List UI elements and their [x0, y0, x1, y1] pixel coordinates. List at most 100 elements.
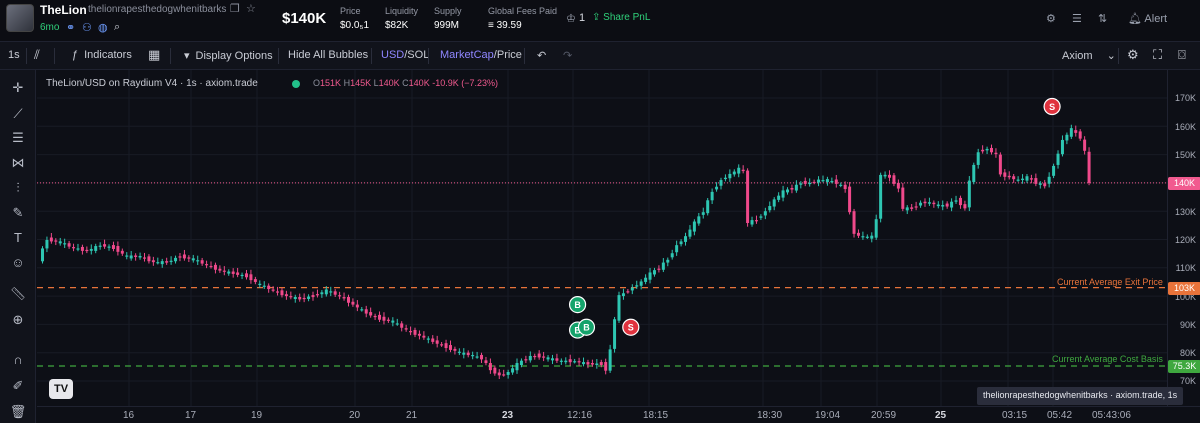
candle-body: [950, 201, 954, 208]
fib-retracement-icon[interactable]: ☰: [12, 130, 24, 145]
sell-bubble: [622, 318, 640, 336]
candle-body: [870, 235, 874, 239]
candle-body: [808, 182, 812, 185]
candle-body: [315, 294, 319, 296]
candle-body: [182, 254, 186, 259]
candle-body: [976, 152, 980, 165]
screenshot-icon[interactable]: ⌼: [1178, 47, 1186, 62]
candle-body: [311, 295, 315, 298]
ohlc-high: 145K: [350, 78, 372, 88]
toolbar-divider: [54, 48, 55, 64]
settings-icon[interactable]: ⚙: [1046, 13, 1056, 25]
candle-body: [382, 316, 386, 321]
theme-select[interactable]: Axiom ⌄: [1062, 49, 1116, 62]
candle-body: [577, 361, 581, 363]
price-scale[interactable]: 170K 160K 150K 130K 120K 110K 100K 90K 8…: [1167, 70, 1200, 406]
mcap-toggle[interactable]: MarketCap/Price: [440, 49, 522, 61]
currency-toggle[interactable]: USD/SOL: [381, 49, 430, 61]
candle-body: [267, 285, 271, 290]
candle-body: [830, 180, 834, 183]
stat-liquidity-value: $82K: [385, 20, 409, 31]
token-header: TheLion thelionrapesthedogwhenitbarks ❐ …: [0, 0, 1200, 42]
candle-body: [511, 368, 515, 373]
redo-icon[interactable]: ↷: [563, 50, 573, 62]
lock-drawings-icon[interactable]: ✐: [12, 378, 24, 393]
tradingview-logo[interactable]: TV: [49, 379, 73, 399]
candle-body: [413, 329, 417, 335]
candle-body: [307, 296, 311, 299]
trendline-icon[interactable]: ⟋: [13, 106, 23, 121]
candle-body: [692, 221, 696, 232]
list-icon[interactable]: ☰: [1072, 13, 1082, 25]
candle-body: [883, 174, 887, 177]
token-avatar[interactable]: [6, 4, 34, 32]
candle-body: [630, 287, 634, 291]
candle-body: [227, 271, 231, 274]
candle-body: [679, 241, 683, 245]
candle-body: [369, 312, 373, 316]
bubble-label: B: [574, 326, 581, 336]
candle-body: [856, 232, 860, 236]
chart-settings-icon[interactable]: ⚙: [1127, 47, 1139, 62]
display-options-label: Display Options: [195, 50, 273, 62]
watchlist-icon[interactable]: ♔: [566, 13, 576, 25]
indicators-icon: ƒ: [72, 49, 79, 61]
ruler-icon[interactable]: 📏︎: [9, 286, 27, 301]
price-chart[interactable]: BB B SS: [37, 70, 1167, 406]
text-icon[interactable]: T: [14, 230, 22, 245]
candle-body: [142, 257, 146, 259]
candle-body: [1034, 178, 1038, 184]
crosshair-icon[interactable]: ✛: [12, 80, 24, 95]
candle-type-icon[interactable]: ⫽: [34, 47, 40, 62]
y-tick-label: 170K: [1174, 93, 1196, 103]
x-tick-label: 25: [935, 410, 947, 421]
indicators-button[interactable]: ƒ Indicators: [72, 49, 132, 61]
candle-body: [941, 205, 945, 207]
watch-count: 1: [579, 12, 586, 24]
copy-icon[interactable]: ❐: [230, 3, 240, 15]
star-icon[interactable]: ☆: [246, 3, 256, 15]
undo-icon[interactable]: ↶: [537, 50, 547, 62]
globe-icon[interactable]: ◍: [98, 22, 108, 34]
candle-body: [719, 180, 723, 186]
candle-body: [998, 154, 1002, 175]
candle-body: [138, 255, 142, 258]
people-icon[interactable]: ⚇: [82, 22, 92, 34]
candle-body: [635, 285, 639, 287]
display-options-button[interactable]: ▾ Display Options: [184, 49, 273, 62]
interval-button[interactable]: 1s: [8, 49, 20, 61]
candle-body: [284, 294, 288, 297]
stat-fees-label: Global Fees Paid: [488, 6, 558, 16]
magnet-icon[interactable]: ∩: [13, 352, 23, 367]
candle-body: [160, 261, 164, 265]
link-icon[interactable]: ⚭: [66, 22, 76, 34]
candle-body: [927, 202, 931, 204]
candle-body: [236, 272, 240, 275]
chart-legend-title: TheLion/USD on Raydium V4 · 1s · axiom.t…: [46, 78, 258, 89]
candle-body: [879, 174, 883, 219]
candle-body: [617, 295, 621, 321]
candle-body: [763, 211, 767, 216]
candle-body: [772, 199, 776, 207]
share-pnl-button[interactable]: ⇪ Share PnL: [592, 12, 651, 23]
candle-body: [1060, 139, 1064, 155]
emoji-icon[interactable]: ☺: [11, 255, 25, 270]
trash-icon[interactable]: 🗑︎: [9, 404, 27, 419]
candle-body: [919, 202, 923, 206]
alert-button[interactable]: 🔔︎ Alert: [1128, 13, 1168, 25]
brush-icon[interactable]: ✎: [12, 205, 24, 220]
candle-body: [586, 362, 590, 365]
candle-body: [253, 279, 257, 282]
projection-icon[interactable]: ⫶: [16, 180, 20, 195]
pattern-icon[interactable]: ⋈: [11, 155, 25, 170]
fullscreen-icon[interactable]: ⛶: [1153, 47, 1163, 62]
time-scale[interactable]: 16 17 19 20 21 23 12:16 18:15 18:30 19:0…: [37, 406, 1200, 423]
hide-bubbles-button[interactable]: Hide All Bubbles: [288, 49, 369, 61]
sort-icon[interactable]: ⇅: [1098, 13, 1108, 25]
zoom-in-icon[interactable]: ⊕: [12, 312, 24, 327]
search-icon[interactable]: ⌕: [114, 21, 121, 33]
candle-body: [768, 206, 772, 211]
layout-grid-icon[interactable]: ▦: [148, 47, 161, 62]
candle-body: [923, 201, 927, 204]
